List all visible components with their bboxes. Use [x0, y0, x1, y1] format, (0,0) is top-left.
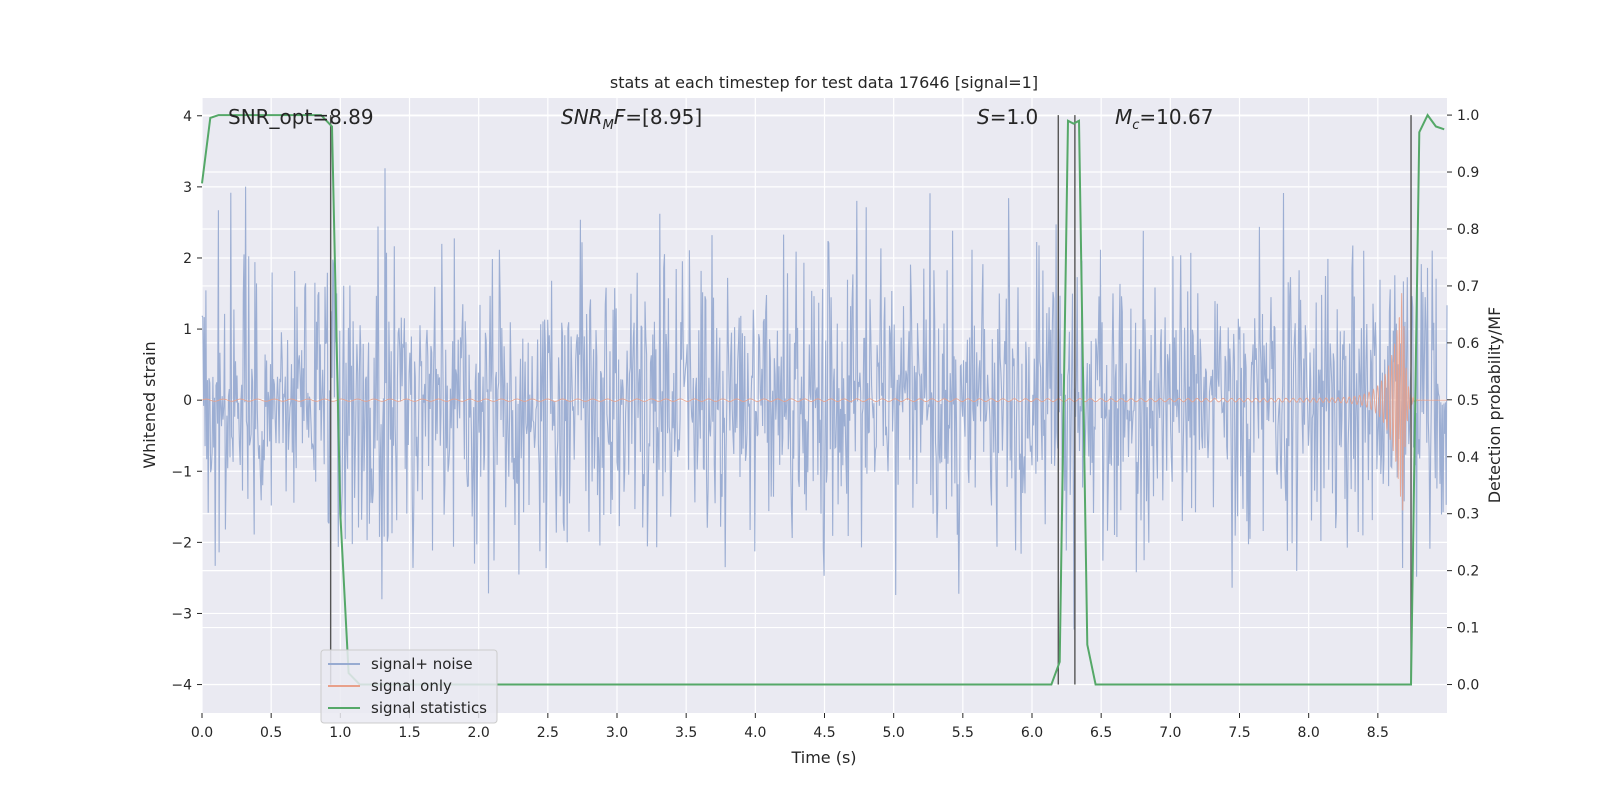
- y-left-tick-label: 0: [183, 393, 192, 409]
- y-right-ticks: 1.0 0.9 0.8 0.7 0.6 0.5 0.4 0.3 0.2 0.1 0.0: [1447, 108, 1479, 694]
- x-tick-label: 5.0: [883, 725, 905, 741]
- y-right-tick-label: 0.2: [1457, 564, 1479, 580]
- y-left-ticks: 4 3 2 1 0 −1 −2 −3 −4: [171, 109, 202, 694]
- x-tick-label: 0.5: [260, 725, 282, 741]
- chart-title: stats at each timestep for test data 176…: [610, 73, 1038, 92]
- y-left-axis-label: Whitened strain: [140, 341, 159, 468]
- y-right-tick-label: 0.1: [1457, 621, 1479, 637]
- x-tick-label: 8.5: [1367, 725, 1389, 741]
- y-right-tick-label: 0.9: [1457, 165, 1479, 181]
- y-right-tick-label: 0.4: [1457, 450, 1479, 466]
- y-left-tick-label: 3: [183, 180, 192, 196]
- annotation-snr-opt: SNR_opt=8.89: [228, 105, 374, 129]
- y-right-axis-label: Detection probability/MF: [1485, 307, 1504, 504]
- annotation-snr-mf: SNRMF=[8.95]: [561, 105, 702, 133]
- x-tick-label: 3.5: [675, 725, 697, 741]
- y-left-tick-label: −1: [171, 464, 192, 480]
- legend-label-noise: signal+ noise: [371, 655, 473, 673]
- y-right-tick-label: 0.7: [1457, 279, 1479, 295]
- grid: [201, 98, 1447, 713]
- y-left-tick-label: 2: [183, 251, 192, 267]
- y-right-tick-label: 0.6: [1457, 336, 1479, 352]
- y-right-tick-label: 0.8: [1457, 222, 1479, 238]
- x-tick-label: 8.0: [1298, 725, 1320, 741]
- statistic-series: [201, 113, 1445, 686]
- x-axis-label: Time (s): [790, 748, 856, 767]
- x-tick-label: 3.0: [606, 725, 628, 741]
- annotation-mc: Mc=10.67: [1115, 105, 1213, 133]
- x-tick-label: 6.5: [1090, 725, 1112, 741]
- y-right-tick-label: 0.3: [1457, 507, 1479, 523]
- y-left-tick-label: −4: [171, 678, 192, 694]
- x-tick-label: 6.0: [1021, 725, 1043, 741]
- x-tick-label: 2.0: [468, 725, 490, 741]
- legend-label-signal: signal only: [371, 677, 452, 695]
- signal-only-line: [201, 293, 1447, 511]
- x-tick-label: 7.0: [1159, 725, 1181, 741]
- noise-series: [201, 168, 1448, 630]
- y-left-tick-label: 4: [183, 109, 192, 125]
- legend-frame: [320, 649, 498, 724]
- signal-only-series: [201, 293, 1447, 511]
- x-axis-ticks: 0.0 0.5 1.0 1.5 2.0 2.5 3.0 3.5 4.0 4.5 5.0 5.5 6.0 6…: [191, 713, 1389, 741]
- statistics-line: [201, 113, 1445, 686]
- x-tick-label: 1.5: [398, 725, 420, 741]
- noise-line: [201, 168, 1448, 630]
- x-tick-label: 1.0: [329, 725, 351, 741]
- legend: signal+ noise signal only signal statist…: [320, 649, 498, 724]
- x-tick-label: 4.5: [813, 725, 835, 741]
- y-left-tick-label: −3: [171, 606, 192, 622]
- legend-label-statistics: signal statistics: [371, 699, 487, 717]
- x-tick-label: 7.5: [1228, 725, 1250, 741]
- x-tick-label: 2.5: [537, 725, 559, 741]
- y-right-tick-label: 1.0: [1457, 108, 1479, 124]
- vertical-markers: [329, 115, 1412, 685]
- x-tick-label: 5.5: [952, 725, 974, 741]
- x-tick-label: 0.0: [191, 725, 213, 741]
- annotation-s: S=1.0: [977, 105, 1038, 129]
- y-right-tick-label: 0.0: [1457, 678, 1479, 694]
- y-right-tick-label: 0.5: [1457, 393, 1479, 409]
- y-left-tick-label: 1: [183, 322, 192, 338]
- x-tick-label: 4.0: [744, 725, 766, 741]
- y-left-tick-label: −2: [171, 535, 192, 551]
